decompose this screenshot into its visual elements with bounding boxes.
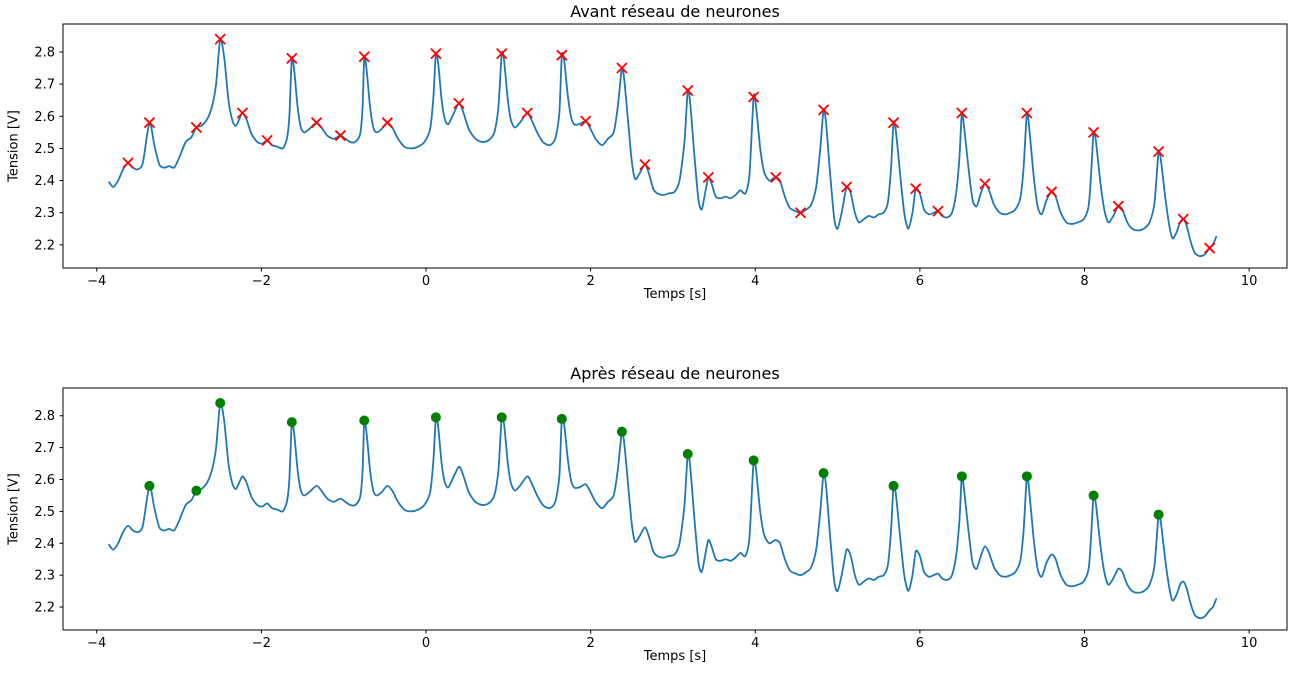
x-tick-label: 4 (751, 636, 759, 651)
peak-marker-x (1045, 186, 1058, 198)
x-tick-label: 2 (586, 636, 594, 651)
y-tick-label: 2.5 (34, 505, 55, 520)
peak-marker-x (1087, 126, 1100, 138)
x-tick-label: 2 (586, 274, 594, 289)
peak-marker-dot (191, 485, 202, 496)
y-tick-label: 2.3 (34, 569, 55, 584)
x-tick-label: 8 (1080, 636, 1088, 651)
x-tick-label: 0 (422, 274, 430, 289)
peak-marker-x (310, 117, 323, 129)
peak-marker-x (430, 47, 442, 60)
chart2-title: Après réseau de neurones (570, 364, 780, 383)
chart1-xlabel: Temps [s] (643, 287, 707, 302)
x-tick-label: −4 (87, 636, 106, 651)
peak-marker-x (1177, 213, 1189, 225)
peak-marker-x (190, 121, 202, 134)
peak-marker-x (910, 182, 922, 195)
x-tick-label: 8 (1080, 274, 1088, 289)
peak-marker-x (887, 117, 900, 129)
peak-marker-dot (286, 417, 297, 428)
peak-marker-x (840, 181, 853, 193)
x-tick-label: −2 (252, 636, 271, 651)
y-tick-label: 2.7 (34, 441, 55, 456)
y-tick-label: 2.2 (34, 238, 55, 253)
peak-marker-x (286, 52, 298, 65)
peak-marker-dot (682, 449, 693, 459)
peak-marker-x (453, 97, 465, 110)
peak-marker-dot (359, 415, 370, 426)
peak-marker-dot (556, 413, 567, 424)
peak-marker-x (682, 84, 694, 97)
peak-marker-dot (144, 480, 155, 491)
x-tick-label: 6 (916, 274, 924, 289)
axes-frame (62, 387, 1288, 631)
axes-frame (62, 23, 1288, 269)
y-tick-label: 2.4 (34, 174, 55, 189)
peak-marker-x (496, 47, 508, 60)
chart2-xlabel: Temps [s] (643, 649, 707, 664)
x-tick-label: 0 (422, 636, 430, 651)
x-tick-label: 10 (1241, 274, 1258, 289)
peak-marker-x (261, 134, 273, 147)
peak-marker-x (1021, 107, 1033, 119)
peak-marker-x (794, 207, 807, 219)
peak-marker-x (702, 171, 714, 183)
peak-marker-x (580, 115, 592, 127)
peak-marker-dot (1088, 490, 1099, 501)
peak-marker-x (334, 129, 347, 142)
peak-marker-x (747, 91, 760, 103)
y-tick-label: 2.8 (34, 409, 55, 424)
y-tick-label: 2.7 (34, 78, 55, 93)
x-tick-label: 4 (751, 274, 759, 289)
peak-marker-dot (616, 426, 627, 437)
y-tick-label: 2.4 (34, 537, 55, 552)
peak-marker-x (1152, 145, 1165, 158)
peak-marker-x (616, 62, 628, 74)
peak-marker-dot (748, 455, 759, 466)
peak-marker-dot (1021, 471, 1032, 482)
peak-marker-x (932, 205, 944, 217)
peak-marker-x (979, 178, 991, 190)
peak-marker-x (1203, 242, 1216, 254)
y-tick-label: 2.2 (34, 601, 55, 616)
y-tick-label: 2.8 (34, 45, 55, 60)
peak-marker-dot (215, 397, 226, 408)
peak-marker-x (817, 104, 830, 116)
peak-marker-dot (1153, 509, 1164, 520)
peak-marker-x (770, 171, 782, 183)
peak-marker-x (381, 117, 393, 129)
x-tick-label: −2 (252, 274, 271, 289)
peak-marker-x (1112, 200, 1124, 212)
peak-marker-dot (956, 471, 967, 482)
peak-marker-dot (888, 480, 899, 491)
peak-marker-x (521, 107, 533, 119)
peak-marker-dot (818, 468, 829, 479)
chart1-title: Avant réseau de neurones (570, 2, 780, 21)
peak-marker-x (639, 158, 651, 171)
subplot-1: −4 −2 0 2 4 6 8 10 2.2 2.3 2.4 2.5 2.6 2.7 2.8 (34, 23, 1288, 289)
peak-marker-x (214, 33, 226, 45)
chart1-ylabel: Tension [V] (6, 110, 22, 182)
chart2-ylabel: Tension [V] (6, 473, 22, 545)
peak-marker-x (956, 107, 968, 119)
peak-marker-dot (496, 412, 507, 423)
peak-marker-x (236, 107, 249, 119)
y-tick-label: 2.5 (34, 142, 55, 157)
x-tick-label: −4 (87, 274, 106, 289)
peak-marker-x (122, 157, 134, 169)
peak-marker-x (358, 51, 370, 63)
x-tick-label: 6 (916, 636, 924, 651)
subplot-2: −4 −2 0 2 4 6 8 10 2.2 2.3 2.4 2.5 2.6 2.7 2.8 (34, 387, 1288, 651)
y-tick-label: 2.3 (34, 206, 55, 221)
peak-marker-x (556, 49, 568, 61)
y-tick-label: 2.6 (34, 110, 55, 125)
peak-marker-dot (430, 412, 441, 423)
y-tick-label: 2.6 (34, 473, 55, 488)
x-tick-label: 10 (1241, 636, 1258, 651)
peak-marker-x (143, 117, 156, 129)
